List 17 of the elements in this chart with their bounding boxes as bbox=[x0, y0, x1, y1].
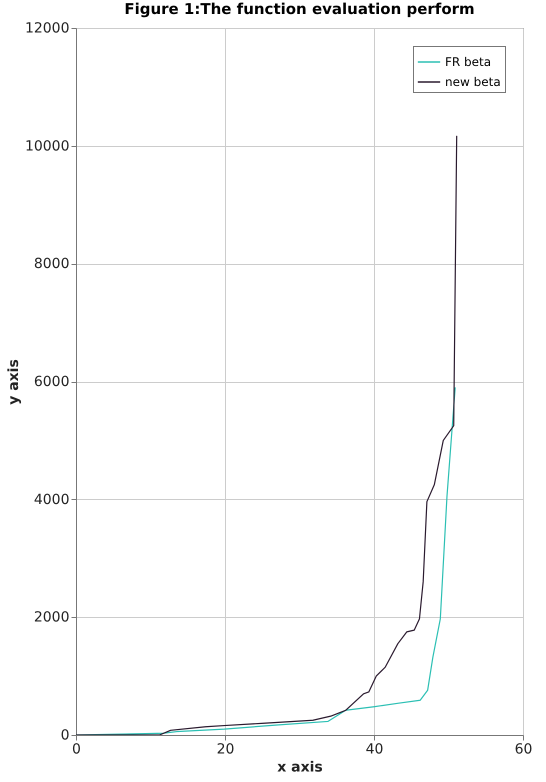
x-tick-label: 60 bbox=[514, 742, 532, 758]
chart-title: Figure 1:The function evaluation perform bbox=[124, 0, 475, 18]
y-tick-label: 4000 bbox=[34, 492, 70, 508]
line-series bbox=[76, 135, 458, 735]
y-tick-label: 10000 bbox=[24, 138, 70, 154]
y-axis-title: y axis bbox=[6, 359, 22, 405]
y-tick-label: 12000 bbox=[24, 20, 70, 36]
x-axis-title: x axis bbox=[277, 760, 323, 776]
y-tick-label: 8000 bbox=[34, 256, 70, 272]
legend-label: FR beta bbox=[445, 55, 492, 69]
y-tick-label: 0 bbox=[60, 728, 70, 744]
x-tick-label: 20 bbox=[216, 742, 234, 758]
legend-label: new beta bbox=[445, 75, 501, 89]
y-tick-label: 2000 bbox=[34, 610, 70, 626]
x-tick-label: 40 bbox=[366, 742, 384, 758]
x-tick-label: 0 bbox=[72, 742, 81, 758]
y-tick-label: 6000 bbox=[34, 374, 70, 390]
